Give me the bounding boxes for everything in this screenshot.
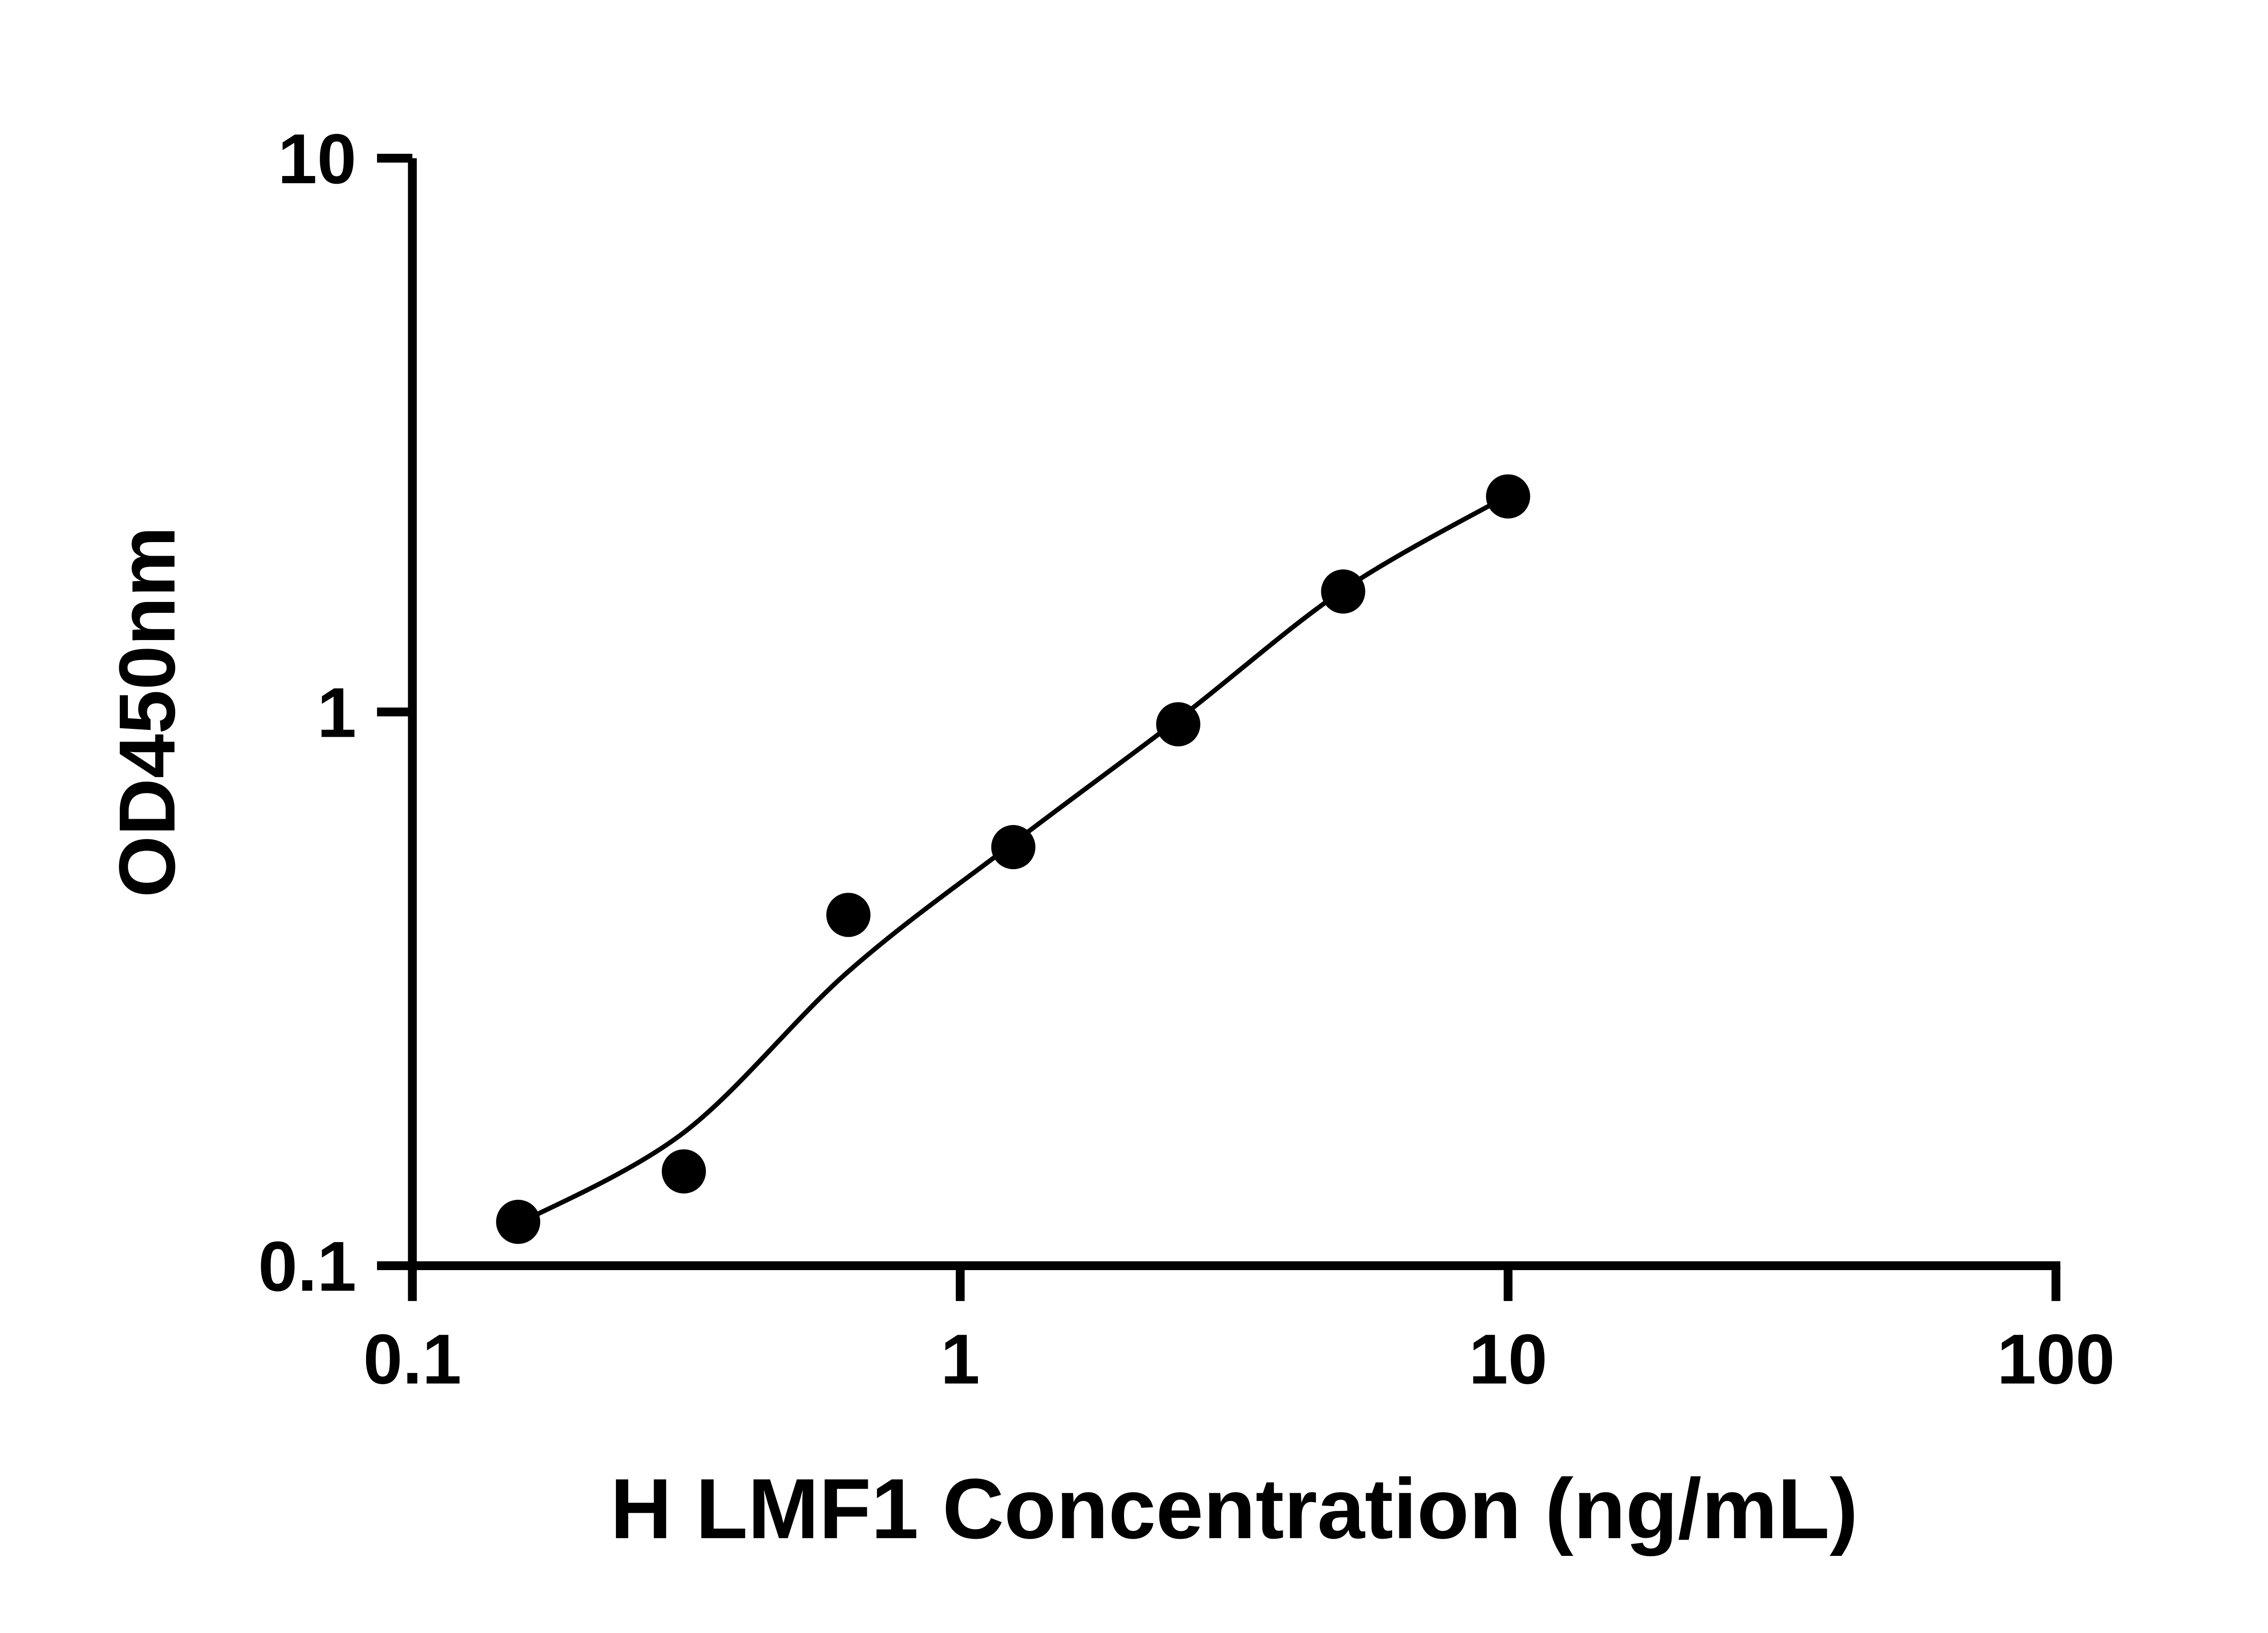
x-tick-label: 1: [941, 1320, 980, 1399]
data-point: [1156, 702, 1201, 747]
x-axis-title: H LMF1 Concentration (ng/mL): [610, 1461, 1858, 1556]
data-point: [661, 1149, 706, 1194]
x-tick-label: 100: [1997, 1320, 2115, 1399]
data-point: [991, 825, 1036, 870]
data-point: [826, 893, 871, 937]
x-tick-label: 10: [1469, 1320, 1547, 1399]
data-point: [1321, 569, 1365, 614]
x-tick-label: 0.1: [363, 1320, 462, 1399]
y-tick-label: 1: [317, 674, 357, 753]
data-point: [1486, 474, 1530, 519]
y-axis-title: OD450nm: [103, 526, 192, 897]
data-point: [496, 1199, 541, 1244]
y-tick-label: 10: [278, 120, 356, 199]
y-tick-label: 0.1: [258, 1227, 357, 1306]
plot-area: 0.1 1 10 100 0.1 1 10: [258, 120, 2115, 1399]
